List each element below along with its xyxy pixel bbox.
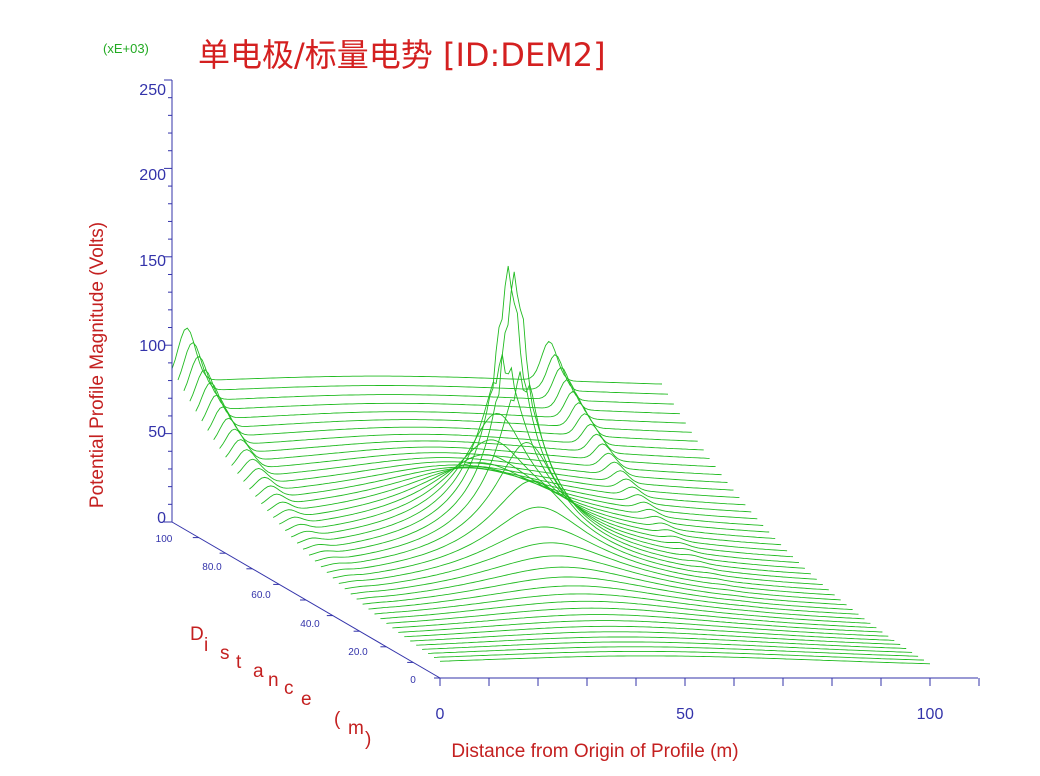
surface-profile-line [350,555,841,601]
surface-profile-line [374,593,865,620]
x-axis-title: Distance from Origin of Profile (m) [451,741,738,762]
surface-profile-line [314,371,805,569]
surface-profile-line [243,461,734,491]
z-tick-label: 80.0 [202,562,222,573]
surface-profile-line [279,454,770,533]
surface-profile-line [285,439,776,539]
z-tick-label: 0 [410,675,416,686]
surface-profile-line [290,412,782,546]
y-tick-label: 150 [139,253,166,270]
y-axis-title: Potential Profile Magnitude (Volts) [87,222,108,508]
y-tick-label: 100 [139,338,166,355]
z-axis-title-letter: t [236,652,242,673]
y-tick-labels: 0 50 100 150 200 250 [139,82,166,527]
surface-profile-line [404,625,895,641]
surface-profile-line [344,542,835,596]
z-axis-title-letter: c [284,678,294,699]
surface-profile-line [296,354,788,552]
x-tick-marks [439,678,980,686]
z-axis-title-letter: i [204,635,208,656]
x-tick-label: 100 [917,706,944,723]
surface-profile-line [332,506,823,586]
y-scale-note: (xE+03) [103,41,149,56]
surface-profile-line [237,457,728,483]
surface-profile-line [302,265,794,558]
z-axis-title-letter: a [253,661,264,682]
y-tick-label: 200 [139,167,166,184]
x-tick-label: 0 [436,706,445,723]
surface-profile-line [189,369,680,415]
surface-profile-line [380,600,871,624]
y-tick-label: 250 [139,82,166,99]
z-axis-title-letter: s [220,643,230,664]
surface-profile-line [320,442,811,575]
surface-profile-line [410,631,901,645]
surface-profile-line [362,576,853,610]
z-tick-label: 60.0 [251,590,271,601]
surface-profile-line [201,394,692,433]
z-tick-marks [166,521,440,679]
z-tick-label: 40.0 [300,619,320,630]
y-tick-label: 50 [148,424,166,441]
surface-profile-line [267,466,758,520]
z-axis-title-letter: D [190,624,204,645]
surface-profile-line [177,342,669,395]
axes [164,79,980,686]
surface-profile-line [368,585,859,615]
z-axis-title-letter: ) [365,729,371,750]
surface-profile-line [338,526,829,591]
surface-profile-line [416,636,907,649]
z-axis-title-letter: m [348,718,364,739]
z-tick-labels: 0 20.0 40.0 60.0 80.0 100 [156,534,417,686]
z-tick-label: 100 [156,534,173,545]
surface-profile-line [219,428,710,459]
z-axis-title-letter: n [268,670,279,691]
surface-profile-line [428,646,919,657]
surface-profile-line [231,449,722,476]
surface-profile-line [433,650,925,661]
z-tick-label: 20.0 [348,647,368,658]
z-axis-title-letter: ( [334,709,341,730]
z-axis-title-letter: e [301,689,312,710]
surface-profile-line [356,566,847,606]
chart-title: 单电极/标量电势 [ID:DEM2] [198,36,606,74]
x-tick-labels: 0 50 100 [436,706,944,723]
y-tick-label: 0 [157,510,166,527]
surface-profile-line [261,467,752,513]
surface-profile-line [195,382,686,424]
surface-profile-line [422,641,913,653]
surface-lines [171,265,931,665]
surface-profile-line [272,462,764,526]
surface-profile-line [326,480,817,580]
surface-profile-line [183,355,674,405]
surface-profile-line [439,655,931,665]
surface-profile-line [207,406,698,442]
surface-profile-line [386,607,877,629]
y-tick-marks [164,79,172,523]
surface-profile-line [249,464,740,499]
surface-profile-line [213,417,704,451]
surface-profile-line [308,271,800,564]
surface-profile-line [398,620,889,637]
z-axis-title: D i s t a n c e ( m ) [190,624,371,750]
x-tick-label: 50 [676,706,694,723]
surface-profile-line [392,614,883,633]
surface-profile-line [171,327,663,385]
